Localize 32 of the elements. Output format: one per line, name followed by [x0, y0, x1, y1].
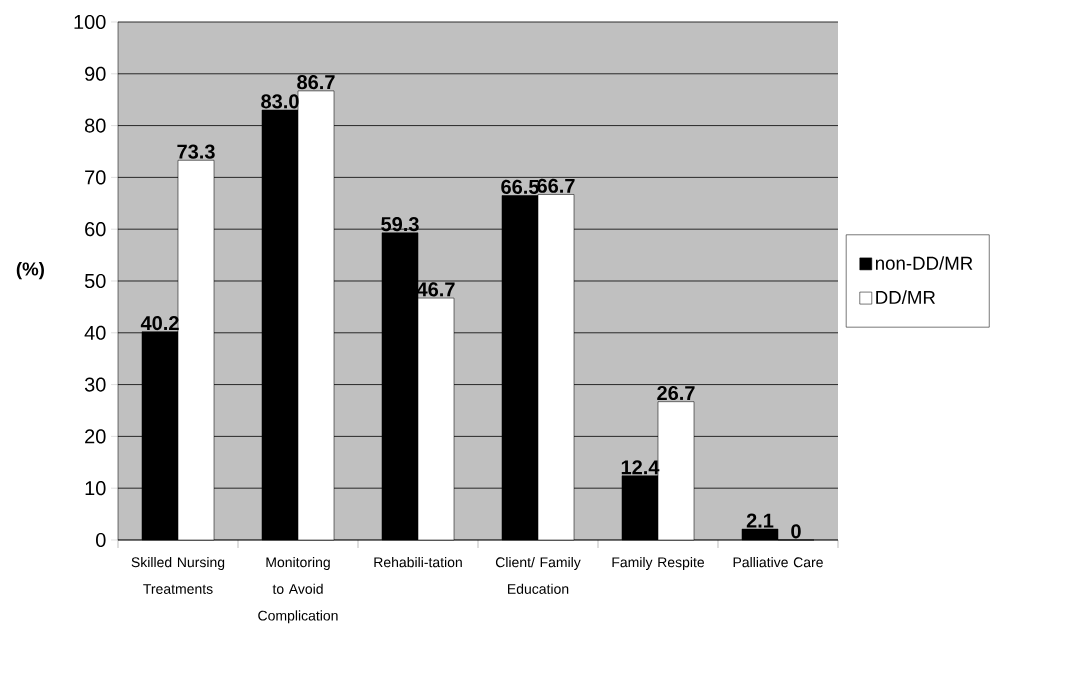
- y-tick-label: 20: [85, 429, 106, 444]
- y-tick-label: 100: [74, 14, 106, 30]
- y-tick-label: 60: [85, 222, 106, 237]
- x-tick-label: Rehabili-tation: [374, 556, 462, 568]
- data-label: 26.7: [657, 385, 695, 401]
- legend-label: DD/MR: [876, 290, 936, 305]
- legend-label: non-DD/MR: [875, 256, 973, 270]
- data-label: 66.7: [537, 178, 575, 193]
- x-tick-label: Family Respite: [612, 556, 705, 571]
- y-tick-label: 0: [96, 532, 106, 548]
- data-label: 73.3: [177, 144, 215, 159]
- x-tick-label: Skilled Nursing Treatments: [131, 556, 225, 594]
- data-label: 2.1: [746, 513, 774, 528]
- data-label: 59.3: [381, 217, 419, 232]
- data-label: 86.7: [297, 75, 335, 90]
- y-axis-title: (%): [16, 261, 44, 280]
- data-label: 40.2: [140, 315, 179, 331]
- y-tick-label: 90: [85, 66, 106, 81]
- data-label: 12.4: [621, 460, 660, 475]
- data-label: 66.5: [501, 179, 539, 194]
- y-tick-label: 30: [84, 377, 106, 392]
- y-tick-label: 70: [85, 170, 106, 185]
- data-label: 0: [791, 524, 801, 539]
- y-tick-label: 80: [84, 118, 106, 133]
- x-tick-label: Client/ Family Education: [495, 556, 581, 594]
- data-label: 46.7: [416, 282, 455, 297]
- y-tick-label: 10: [85, 481, 106, 496]
- y-tick-label: 50: [84, 273, 106, 289]
- x-tick-label: Monitoring to Avoid Complication: [258, 556, 338, 624]
- x-tick-label: Palliative Care: [733, 556, 823, 568]
- data-label: 83.0: [261, 94, 299, 109]
- y-tick-label: 40: [84, 325, 106, 340]
